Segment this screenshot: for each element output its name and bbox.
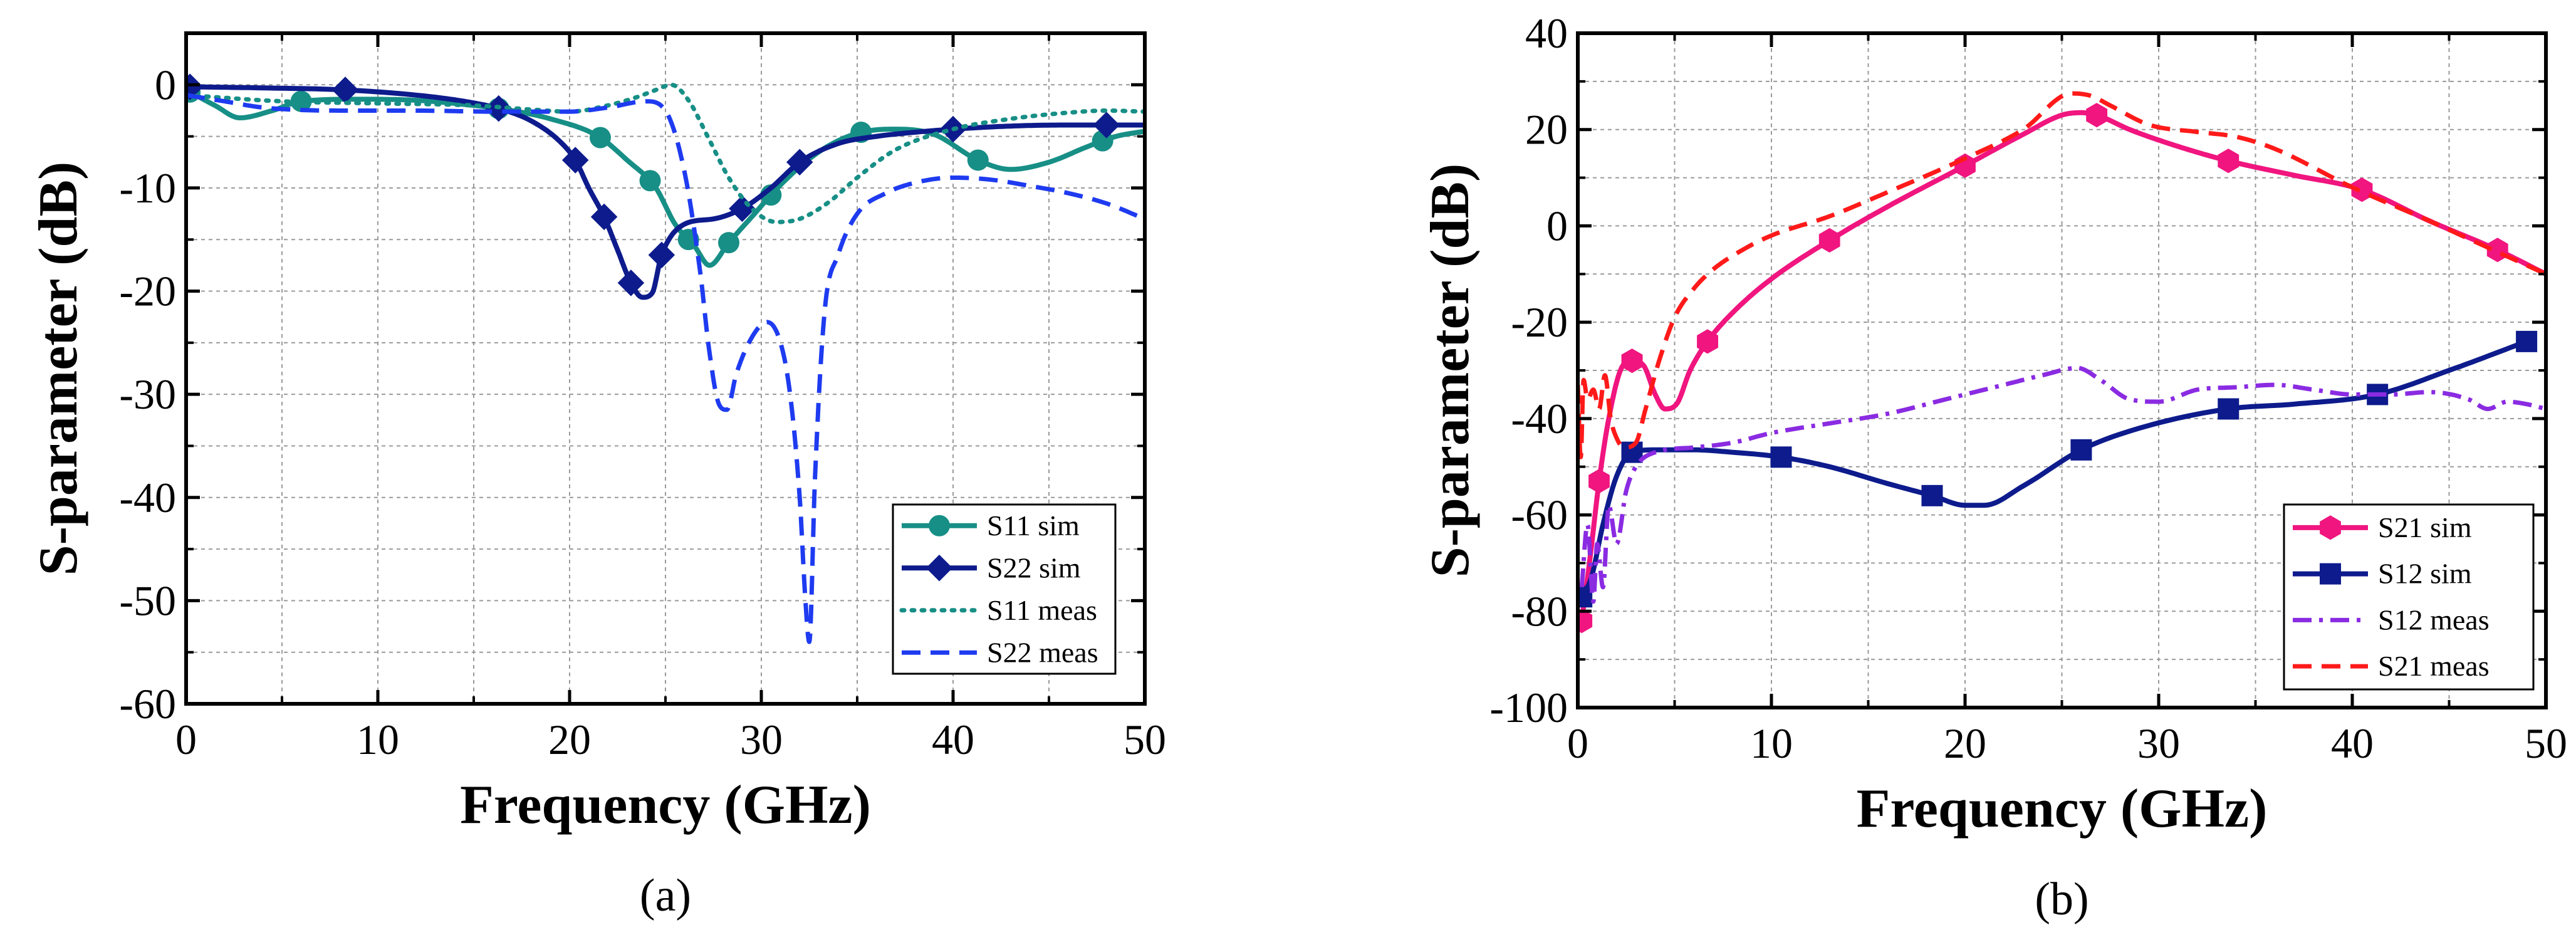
x-axis-label: Frequency (GHz) xyxy=(1857,778,2268,839)
x-axis-label: Frequency (GHz) xyxy=(460,775,871,835)
x-tick-label: 50 xyxy=(1124,716,1166,763)
y-tick-label: -50 xyxy=(119,577,176,624)
x-tick-label: 40 xyxy=(2331,719,2374,767)
x-tick-label: 50 xyxy=(2525,719,2567,767)
data-point-s22-sim xyxy=(186,73,204,100)
chart-panel-b: 0 10 20 30 40 50 40 20 0 -20 -40 -60 -80 -100 Frequenc… xyxy=(1420,9,2567,925)
legend-label: S12 meas xyxy=(2378,604,2490,636)
y-tick-label: -60 xyxy=(1511,491,1568,539)
legend-label: S21 sim xyxy=(2378,511,2472,543)
y-tick-label: -40 xyxy=(119,474,176,521)
plot-area xyxy=(1578,91,2546,634)
legend-marker xyxy=(2320,515,2341,540)
y-axis-label: S-parameter (dB) xyxy=(1420,164,1481,578)
y-tick-label: -100 xyxy=(1489,684,1568,731)
series-line-s11-meas xyxy=(186,82,1145,224)
x-tick-label: 20 xyxy=(548,716,591,763)
y-tick-label: 20 xyxy=(1525,106,1568,154)
data-point-s21-sim xyxy=(1578,609,1593,634)
data-point-s12-sim xyxy=(2516,330,2538,352)
data-point-s12-sim xyxy=(1921,484,1943,506)
chart-panel-a: 0 10 20 30 40 50 0 -10 -20 -30 -40 -50 -60 Frequency … xyxy=(28,31,1166,921)
x-tick-label: 0 xyxy=(1567,719,1588,767)
data-point-s22-sim xyxy=(617,269,645,296)
data-point-s11-sim xyxy=(290,90,312,112)
x-tick-label: 10 xyxy=(1750,719,1793,767)
y-tick-label: -20 xyxy=(1511,298,1568,346)
legend-marker xyxy=(929,515,950,536)
data-point-s21-sim xyxy=(1621,348,1643,374)
legend-label: S12 sim xyxy=(2378,558,2472,590)
y-tick-label: -60 xyxy=(119,680,176,728)
y-tick-label: -10 xyxy=(119,164,176,212)
series-line-s22-sim xyxy=(190,84,1145,300)
data-point-s21-sim xyxy=(2086,103,2108,128)
data-point-s11-sim xyxy=(717,232,739,254)
data-point-s21-sim xyxy=(1697,329,1718,354)
data-point-s11-sim xyxy=(967,149,989,171)
data-point-s21-sim xyxy=(1588,469,1610,494)
y-tick-label: -80 xyxy=(1511,587,1568,635)
legend-label: S11 meas xyxy=(987,594,1097,626)
data-point-s21-sim xyxy=(2218,149,2240,174)
data-point-s12-sim xyxy=(1770,446,1792,468)
data-point-s22-sim xyxy=(1093,112,1120,139)
series-line-s12-meas xyxy=(1579,365,2546,604)
legend-marker xyxy=(2320,563,2341,585)
figure-caption: (b) xyxy=(2035,874,2088,925)
y-tick-label: -40 xyxy=(1511,395,1568,442)
figure-caption: (a) xyxy=(640,870,691,921)
data-point-s12-sim xyxy=(1578,586,1593,608)
series-line-s22-meas xyxy=(186,93,1145,644)
y-tick-label: 0 xyxy=(155,61,176,108)
legend-label: S11 sim xyxy=(987,510,1080,541)
data-point-s22-sim xyxy=(648,241,675,269)
data-point-s12-sim xyxy=(2070,439,2092,461)
x-tick-label: 20 xyxy=(1944,719,1986,767)
series-line-s21-meas xyxy=(1578,91,2546,459)
data-point-s22-sim xyxy=(786,149,813,176)
legend-label: S21 meas xyxy=(2378,650,2490,682)
data-point-s22-sim xyxy=(729,195,756,222)
data-point-s22-sim xyxy=(331,76,359,103)
x-tick-label: 30 xyxy=(740,716,783,763)
y-tick-label: 0 xyxy=(1546,202,1568,249)
legend: S11 sim S22 sim S11 meas S22 meas xyxy=(892,503,1117,675)
legend-box xyxy=(892,503,1117,675)
data-point-s22-sim xyxy=(590,203,618,231)
y-tick-label: -20 xyxy=(119,268,176,315)
legend-label: S22 meas xyxy=(987,636,1098,668)
legend-label: S22 sim xyxy=(987,552,1081,583)
plot-area xyxy=(186,73,1145,644)
x-tick-label: 30 xyxy=(2137,719,2180,767)
data-point-s11-sim xyxy=(589,127,611,149)
x-tick-label: 0 xyxy=(175,716,197,763)
legend: S21 sim S12 sim S12 meas S21 meas xyxy=(2283,503,2535,691)
y-tick-label: 40 xyxy=(1525,9,1568,57)
data-point-s11-sim xyxy=(639,170,661,192)
y-tick-label: -30 xyxy=(119,370,176,418)
data-point-s21-sim xyxy=(1818,228,1840,253)
data-point-s22-sim xyxy=(561,147,589,174)
y-axis-label: S-parameter (dB) xyxy=(28,162,89,576)
x-tick-label: 40 xyxy=(932,716,974,763)
data-point-s12-sim xyxy=(2218,398,2240,420)
legend-marker xyxy=(926,555,953,582)
x-tick-label: 10 xyxy=(357,716,399,763)
data-point-s21-sim xyxy=(2351,177,2373,202)
